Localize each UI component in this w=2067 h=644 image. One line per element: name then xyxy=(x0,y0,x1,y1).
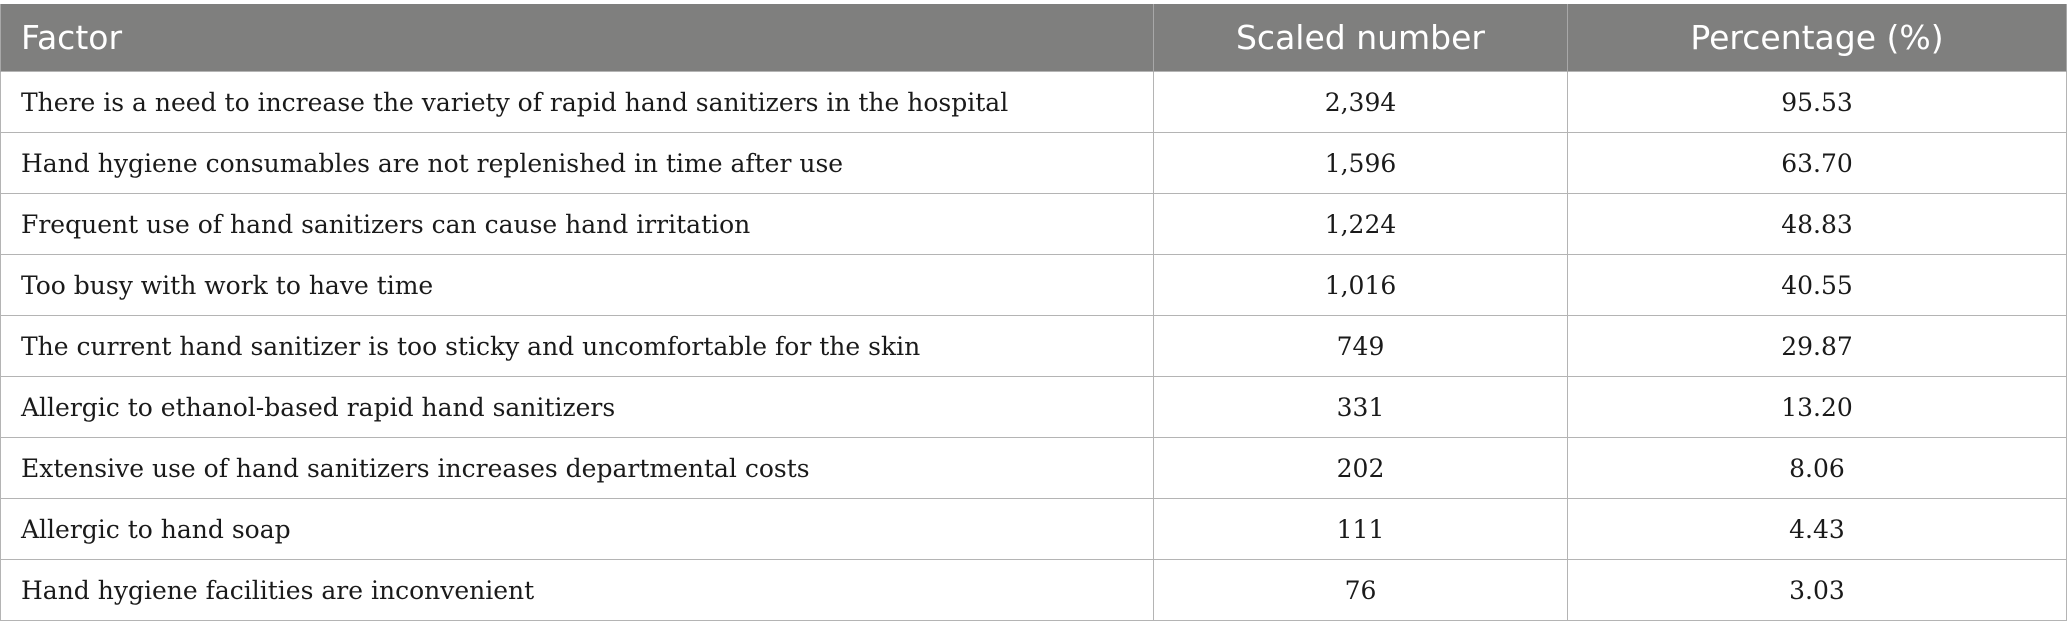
header-row: Factor Scaled number Percentage (%) xyxy=(0,4,2067,72)
cell-scaled-number: 202 xyxy=(1153,437,1568,499)
cell-percentage: 8.06 xyxy=(1567,437,2067,499)
table-row: There is a need to increase the variety … xyxy=(0,71,2067,133)
table-row: Hand hygiene consumables are not repleni… xyxy=(0,132,2067,194)
cell-factor: Allergic to ethanol-based rapid hand san… xyxy=(0,376,1154,438)
cell-percentage: 29.87 xyxy=(1567,315,2067,377)
table-row: Frequent use of hand sanitizers can caus… xyxy=(0,193,2067,255)
cell-scaled-number: 2,394 xyxy=(1153,71,1568,133)
factor-table: Factor Scaled number Percentage (%) Ther… xyxy=(0,4,2067,621)
cell-scaled-number: 111 xyxy=(1153,498,1568,560)
cell-scaled-number: 1,596 xyxy=(1153,132,1568,194)
table-row: Hand hygiene facilities are inconvenient… xyxy=(0,559,2067,621)
cell-factor: Too busy with work to have time xyxy=(0,254,1154,316)
cell-factor: There is a need to increase the variety … xyxy=(0,71,1154,133)
cell-factor: Hand hygiene facilities are inconvenient xyxy=(0,559,1154,621)
header-scaled-number: Scaled number xyxy=(1153,4,1568,72)
cell-percentage: 95.53 xyxy=(1567,71,2067,133)
cell-scaled-number: 76 xyxy=(1153,559,1568,621)
cell-scaled-number: 1,224 xyxy=(1153,193,1568,255)
table-row: Allergic to hand soap 111 4.43 xyxy=(0,498,2067,560)
cell-scaled-number: 331 xyxy=(1153,376,1568,438)
cell-scaled-number: 1,016 xyxy=(1153,254,1568,316)
cell-percentage: 48.83 xyxy=(1567,193,2067,255)
cell-percentage: 4.43 xyxy=(1567,498,2067,560)
table-body: There is a need to increase the variety … xyxy=(0,71,2067,621)
factor-table-container: Factor Scaled number Percentage (%) Ther… xyxy=(0,4,2067,621)
table-row: The current hand sanitizer is too sticky… xyxy=(0,315,2067,377)
cell-factor: The current hand sanitizer is too sticky… xyxy=(0,315,1154,377)
cell-percentage: 3.03 xyxy=(1567,559,2067,621)
cell-factor: Frequent use of hand sanitizers can caus… xyxy=(0,193,1154,255)
table-row: Allergic to ethanol-based rapid hand san… xyxy=(0,376,2067,438)
table-header: Factor Scaled number Percentage (%) xyxy=(0,4,2067,72)
cell-scaled-number: 749 xyxy=(1153,315,1568,377)
cell-percentage: 13.20 xyxy=(1567,376,2067,438)
cell-factor: Hand hygiene consumables are not repleni… xyxy=(0,132,1154,194)
cell-percentage: 63.70 xyxy=(1567,132,2067,194)
cell-factor: Allergic to hand soap xyxy=(0,498,1154,560)
cell-percentage: 40.55 xyxy=(1567,254,2067,316)
table-row: Too busy with work to have time 1,016 40… xyxy=(0,254,2067,316)
table-row: Extensive use of hand sanitizers increas… xyxy=(0,437,2067,499)
cell-factor: Extensive use of hand sanitizers increas… xyxy=(0,437,1154,499)
header-percentage: Percentage (%) xyxy=(1567,4,2067,72)
header-factor: Factor xyxy=(0,4,1154,72)
